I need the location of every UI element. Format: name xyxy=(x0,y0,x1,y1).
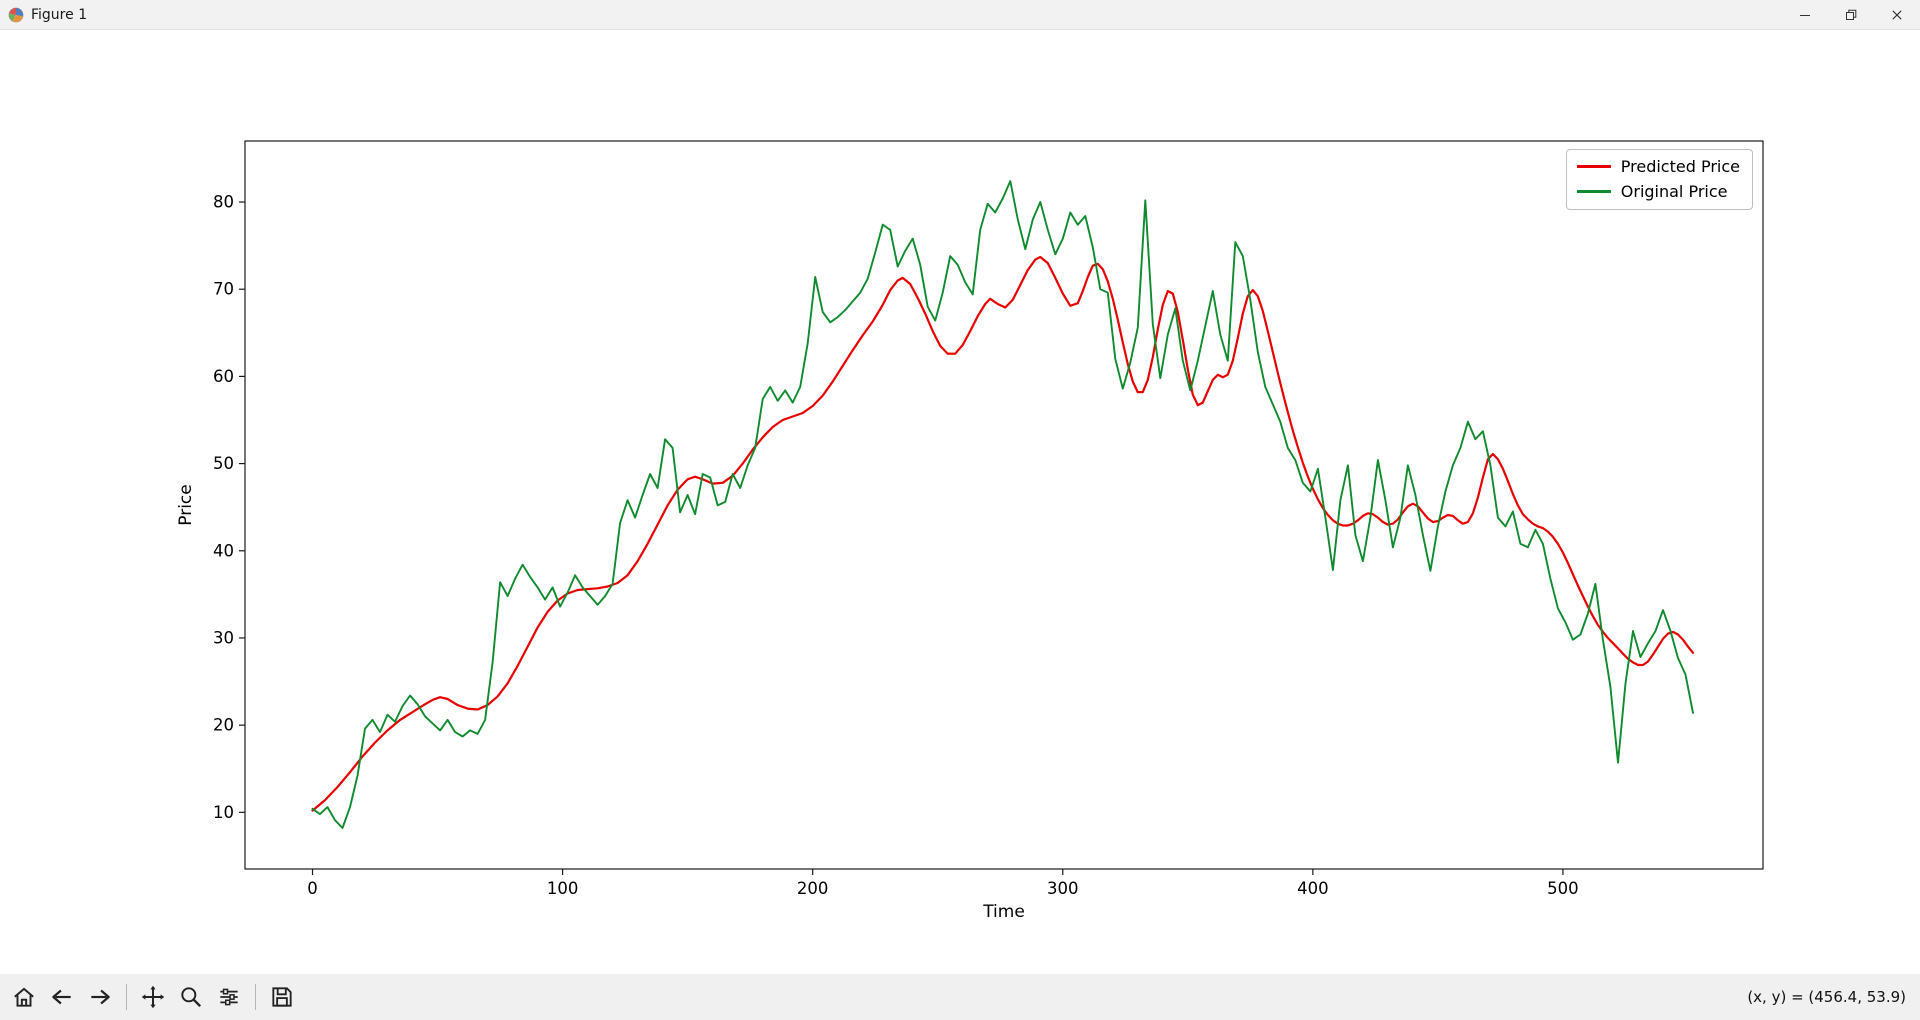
close-icon xyxy=(1892,9,1902,20)
y-tick-label: 60 xyxy=(213,367,234,386)
window-title: Figure 1 xyxy=(31,6,88,23)
axes-spines xyxy=(244,140,1764,870)
sliders-icon xyxy=(220,988,238,1006)
predicted-price-line xyxy=(311,255,1695,812)
y-tick-label: 30 xyxy=(213,628,234,647)
minimize-button[interactable] xyxy=(1782,0,1828,30)
legend: Predicted Price Original Price xyxy=(1565,149,1753,210)
toolbar-separator xyxy=(255,984,256,1010)
toolbar-separator xyxy=(126,984,127,1010)
legend-entry-original-price: Original Price xyxy=(1576,182,1740,201)
restore-icon xyxy=(1846,9,1857,20)
zoom-magnifier-icon xyxy=(181,987,202,1008)
navigation-toolbar: (x, y) = (456.4, 53.9) xyxy=(0,974,1920,1020)
save-button[interactable] xyxy=(264,979,300,1015)
predicted-price-line-swatch xyxy=(1576,165,1611,168)
pan-icon xyxy=(141,985,165,1009)
home-button[interactable] xyxy=(6,979,42,1015)
window-controls xyxy=(1782,0,1920,30)
x-tick-label: 400 xyxy=(1297,879,1329,898)
title-bar: Figure 1 xyxy=(0,0,1920,30)
pan-button[interactable] xyxy=(135,979,171,1015)
x-tick-label: 100 xyxy=(547,879,579,898)
x-axis-label: Time xyxy=(983,902,1025,922)
forward-button[interactable] xyxy=(82,979,118,1015)
maximize-restore-button[interactable] xyxy=(1828,0,1874,30)
y-tick-label: 40 xyxy=(213,541,234,560)
x-tick-label: 200 xyxy=(797,879,829,898)
home-icon xyxy=(14,987,34,1007)
configure-subplots-button[interactable] xyxy=(211,979,247,1015)
original-price-line-swatch xyxy=(1576,190,1611,193)
x-tick-label: 300 xyxy=(1047,879,1079,898)
y-tick-label: 50 xyxy=(213,454,234,473)
back-arrow-icon xyxy=(52,989,71,1005)
y-tick-label: 70 xyxy=(213,280,234,299)
y-tick-label: 20 xyxy=(213,716,234,735)
minimize-icon xyxy=(1800,14,1810,16)
save-floppy-icon xyxy=(272,987,292,1007)
zoom-button[interactable] xyxy=(173,979,209,1015)
legend-label-original-price: Original Price xyxy=(1620,182,1728,201)
original-price-line xyxy=(311,180,1694,829)
cursor-coordinates: (x, y) = (456.4, 53.9) xyxy=(1747,988,1906,1006)
close-button[interactable] xyxy=(1874,0,1920,30)
y-tick-label: 10 xyxy=(213,803,234,822)
matplotlib-logo-icon xyxy=(8,7,24,23)
figure-canvas: 0 100 200 300 400 500 10 20 30 40 50 60 70 80 Time Pr… xyxy=(0,30,1920,974)
x-tick-label: 500 xyxy=(1547,879,1579,898)
plot-area[interactable]: 0 100 200 300 400 500 10 20 30 40 50 60 70 80 xyxy=(0,30,1920,974)
x-tick-label: 0 xyxy=(307,879,318,898)
back-button[interactable] xyxy=(44,979,80,1015)
legend-label-predicted-price: Predicted Price xyxy=(1620,157,1740,176)
forward-arrow-icon xyxy=(91,989,110,1005)
y-axis-label: Price xyxy=(176,484,196,526)
legend-entry-predicted-price: Predicted Price xyxy=(1576,157,1740,176)
y-tick-label: 80 xyxy=(213,193,234,212)
